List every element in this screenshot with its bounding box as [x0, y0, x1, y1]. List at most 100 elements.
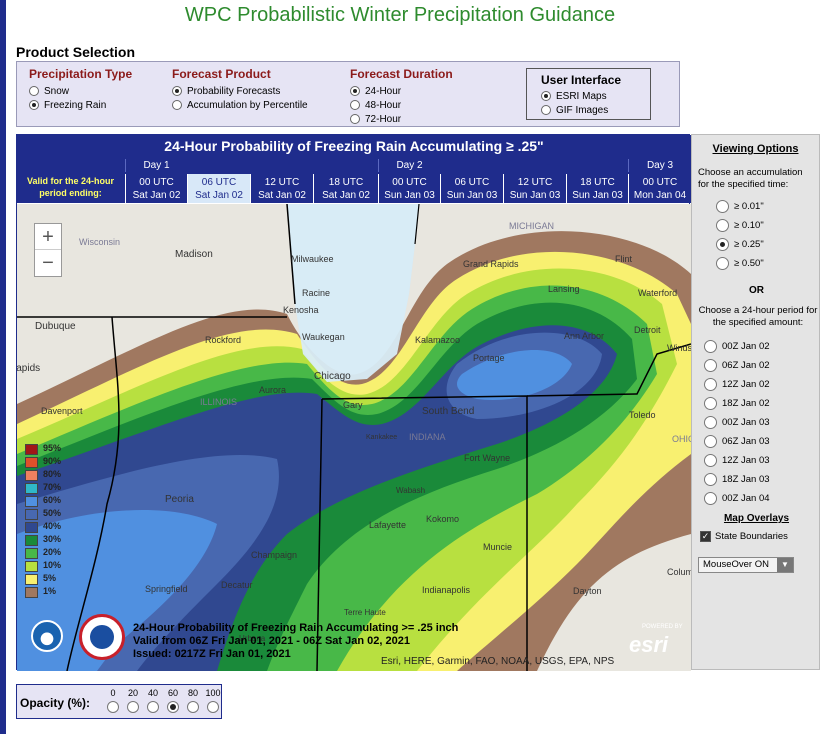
legend-swatch — [25, 548, 38, 559]
time-cell-date: Sat Jan 02 — [195, 190, 243, 201]
place-label: Peoria — [165, 494, 194, 505]
option-label: 48-Hour — [365, 99, 402, 111]
radio-probability-forecasts[interactable] — [172, 86, 182, 96]
accum-option[interactable]: ≥ 0.01" — [716, 200, 764, 213]
state-boundaries-label: State Boundaries — [715, 531, 788, 542]
time-cell[interactable]: 00 UTC Sun Jan 03 — [378, 174, 440, 203]
place-label: Chicago — [314, 371, 351, 382]
accum-radio[interactable] — [716, 238, 729, 251]
period-option-label: 18Z Jan 03 — [722, 474, 770, 485]
forecast-duration-option[interactable]: 48-Hour — [350, 98, 453, 112]
radio-freezing-rain[interactable] — [29, 100, 39, 110]
legend-entry: 20% — [25, 547, 85, 559]
forecast-duration-option[interactable]: 24-Hour — [350, 84, 453, 98]
place-label: Kankakee — [366, 434, 398, 441]
legend-label: 20% — [43, 547, 62, 557]
state-boundaries-toggle[interactable]: ✓ State Boundaries — [700, 531, 788, 542]
period-option[interactable]: 12Z Jan 02 — [704, 378, 770, 391]
place-label: Waukegan — [302, 332, 345, 342]
page-title: WPC Probabilistic Winter Precipitation G… — [184, 4, 616, 26]
period-option[interactable]: 18Z Jan 02 — [704, 397, 770, 410]
period-option[interactable]: 00Z Jan 02 — [704, 340, 770, 353]
accum-option[interactable]: ≥ 0.10" — [716, 219, 764, 232]
period-prompt: Choose a 24-hour period for the specifie… — [698, 305, 818, 328]
mouseover-select[interactable]: MouseOver ON ▼ — [698, 557, 794, 573]
legend-entry: 50% — [25, 508, 85, 520]
time-cell-utc: 18 UTC — [580, 177, 615, 188]
forecast-product-option[interactable]: Accumulation by Percentile — [172, 98, 308, 112]
user-interface-option[interactable]: ESRI Maps — [541, 89, 650, 103]
zoom-out-button[interactable]: − — [42, 252, 54, 274]
time-cell-utc: 06 UTC — [454, 177, 490, 188]
checkbox-icon[interactable]: ✓ — [700, 531, 711, 542]
forecast-duration-option[interactable]: 72-Hour — [350, 112, 453, 126]
accum-radio[interactable] — [716, 200, 729, 213]
place-label: Flint — [615, 254, 633, 264]
accum-radio[interactable] — [716, 219, 729, 232]
legend-entry: 70% — [25, 482, 85, 494]
place-label: Indianapolis — [422, 585, 471, 595]
time-cell[interactable]: 06 UTC Sat Jan 02 — [187, 174, 250, 203]
period-radio[interactable] — [704, 340, 717, 353]
user-interface-option[interactable]: GIF Images — [541, 103, 650, 117]
radio-48-hour[interactable] — [350, 100, 360, 110]
accum-option[interactable]: ≥ 0.25" — [716, 238, 764, 251]
period-radio[interactable] — [704, 416, 717, 429]
place-label: Kalamazoo — [415, 335, 461, 345]
opacity-radio[interactable] — [107, 701, 119, 713]
radio-24-hour[interactable] — [350, 86, 360, 96]
opacity-radio[interactable] — [127, 701, 139, 713]
period-radio[interactable] — [704, 492, 717, 505]
legend-swatch — [25, 483, 38, 494]
time-cell[interactable]: 00 UTC Mon Jan 04 — [628, 174, 691, 203]
opacity-radio[interactable] — [147, 701, 159, 713]
map-canvas[interactable]: + − Wisconsin Madison Milwaukee Racine Kenos… — [17, 204, 691, 671]
forecast-product-option[interactable]: Probability Forecasts — [172, 84, 308, 98]
opacity-radio[interactable] — [167, 701, 179, 713]
period-option[interactable]: 00Z Jan 04 — [704, 492, 770, 505]
time-cell-date: Mon Jan 04 — [633, 190, 687, 201]
time-cell[interactable]: 12 UTC Sun Jan 03 — [503, 174, 566, 203]
legend-swatch — [25, 561, 38, 572]
period-option[interactable]: 06Z Jan 02 — [704, 359, 770, 372]
period-option[interactable]: 00Z Jan 03 — [704, 416, 770, 429]
radio-esri-maps[interactable] — [541, 91, 551, 101]
period-radio[interactable] — [704, 473, 717, 486]
accum-option[interactable]: ≥ 0.50" — [716, 257, 764, 270]
legend-label: 1% — [43, 586, 57, 596]
period-option-label: 06Z Jan 02 — [722, 360, 770, 371]
period-radio[interactable] — [704, 435, 717, 448]
accum-radio[interactable] — [716, 257, 729, 270]
opacity-radio[interactable] — [207, 701, 219, 713]
radio-accumulation-percentile[interactable] — [172, 100, 182, 110]
place-label: Lansing — [548, 284, 580, 294]
caption-line: Valid from 06Z Fri Jan 01, 2021 - 06Z Sa… — [133, 635, 410, 647]
period-option[interactable]: 12Z Jan 03 — [704, 454, 770, 467]
legend-entry: 30% — [25, 534, 85, 546]
radio-gif-images[interactable] — [541, 105, 551, 115]
period-radio[interactable] — [704, 359, 717, 372]
esri-logo: esri — [629, 632, 669, 657]
time-cell[interactable]: 18 UTC Sat Jan 02 — [313, 174, 378, 203]
period-radio[interactable] — [704, 454, 717, 467]
period-radio[interactable] — [704, 397, 717, 410]
precip-type-option[interactable]: Freezing Rain — [29, 98, 132, 112]
time-cell[interactable]: 12 UTC Sat Jan 02 — [250, 174, 313, 203]
period-radio[interactable] — [704, 378, 717, 391]
zoom-in-button[interactable]: + — [35, 224, 61, 250]
period-option[interactable]: 18Z Jan 03 — [704, 473, 770, 486]
radio-72-hour[interactable] — [350, 114, 360, 124]
precip-type-title: Precipitation Type — [29, 67, 133, 81]
time-cell-utc: 00 UTC — [392, 177, 427, 188]
opacity-radio[interactable] — [187, 701, 199, 713]
period-option[interactable]: 06Z Jan 03 — [704, 435, 770, 448]
precip-type-option[interactable]: Snow — [29, 84, 132, 98]
place-label: Waterford — [638, 288, 678, 298]
option-label: Probability Forecasts — [187, 85, 281, 97]
radio-snow[interactable] — [29, 86, 39, 96]
time-cell[interactable]: 00 UTC Sat Jan 02 — [125, 174, 187, 203]
time-cell-utc: 00 UTC — [642, 177, 678, 188]
accum-option-label: ≥ 0.01" — [734, 201, 764, 212]
time-cell[interactable]: 06 UTC Sun Jan 03 — [440, 174, 503, 203]
time-cell[interactable]: 18 UTC Sun Jan 03 — [566, 174, 628, 203]
